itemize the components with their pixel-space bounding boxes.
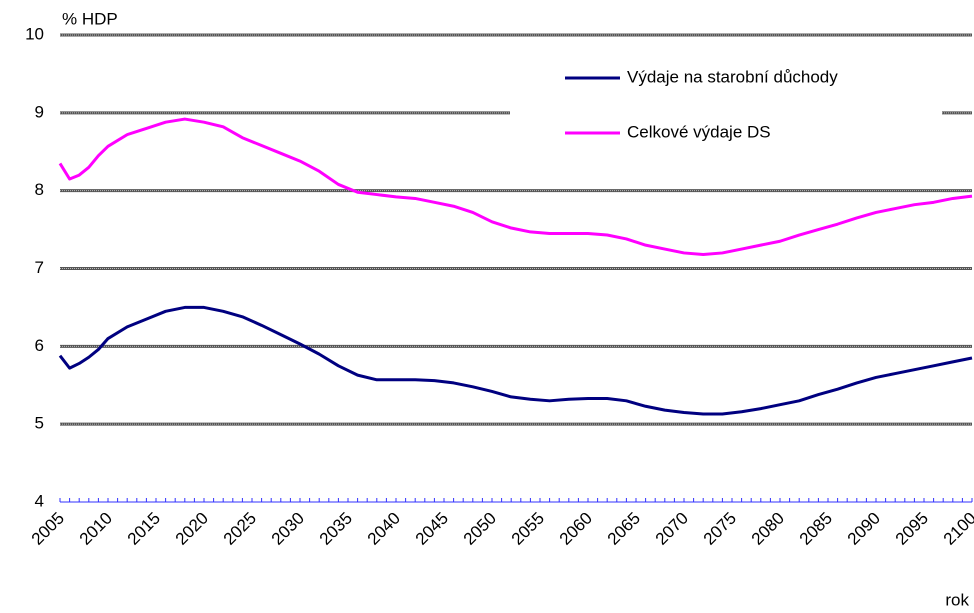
x-tick-label: 2015 [124,509,164,549]
x-tick-label: 2030 [268,509,308,549]
x-tick-label: 2065 [604,509,644,549]
x-tick-label: 2070 [652,509,692,549]
x-tick-label: 2020 [172,509,212,549]
legend-box [510,52,942,152]
x-tick-label: 2050 [460,509,500,549]
y-tick-label: 10 [25,24,44,43]
x-tick-label: 2100 [940,509,974,549]
legend-label: Celkové výdaje DS [627,122,771,141]
y-tick-label: 6 [35,336,44,355]
x-tick-label: 2035 [316,509,356,549]
x-tick-label: 2040 [364,509,404,549]
x-tick-label: 2055 [508,509,548,549]
x-tick-label: 2095 [892,509,932,549]
x-tick-label: 2045 [412,509,452,549]
y-tick-label: 4 [35,491,44,510]
y-axis-label: % HDP [62,9,118,28]
x-axis-label: rok [945,590,969,609]
x-tick-label: 2085 [796,509,836,549]
y-tick-label: 5 [35,414,44,433]
x-tick-label: 2090 [844,509,884,549]
legend-label: Výdaje na starobní důchody [627,67,838,86]
series-line [58,117,973,256]
series-line [58,305,973,416]
x-tick-label: 2025 [220,509,260,549]
y-tick-label: 8 [35,180,44,199]
x-tick-label: 2010 [76,509,116,549]
x-tick-label: 2080 [748,509,788,549]
x-tick-label: 2005 [28,509,68,549]
y-tick-label: 9 [35,102,44,121]
x-tick-label: 2060 [556,509,596,549]
y-tick-label: 7 [35,258,44,277]
x-tick-label: 2075 [700,509,740,549]
